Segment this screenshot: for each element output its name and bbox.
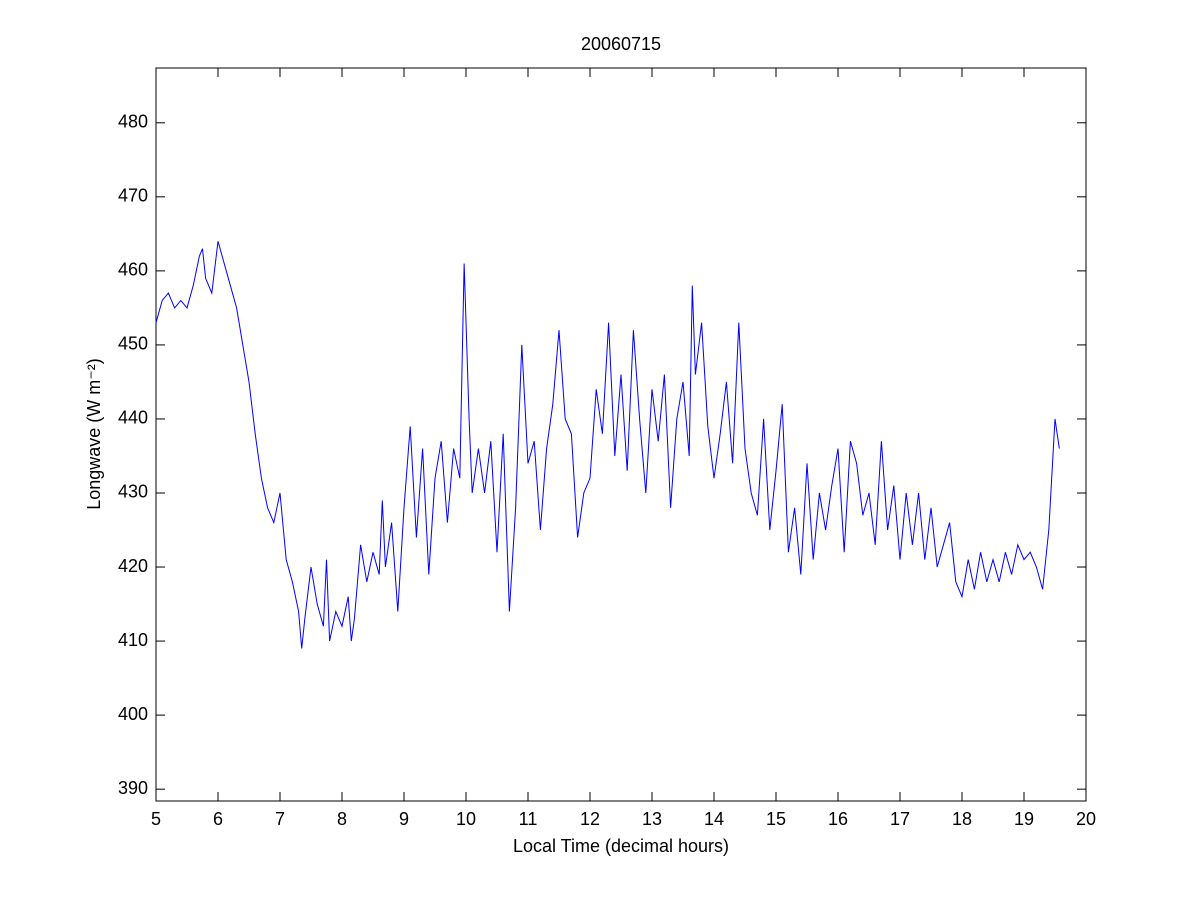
y-tick-label: 430: [118, 482, 148, 502]
y-tick-label: 480: [118, 112, 148, 132]
x-tick-label: 5: [151, 809, 161, 829]
y-axis-label: Longwave (W m⁻²): [84, 358, 104, 510]
y-tick-label: 460: [118, 260, 148, 280]
x-tick-label: 13: [642, 809, 662, 829]
x-tick-label: 9: [399, 809, 409, 829]
y-tick-label: 440: [118, 408, 148, 428]
x-tick-label: 10: [456, 809, 476, 829]
x-tick-label: 19: [1014, 809, 1034, 829]
y-tick-label: 450: [118, 334, 148, 354]
y-tick-label: 390: [118, 778, 148, 798]
x-tick-label: 12: [580, 809, 600, 829]
x-tick-label: 16: [828, 809, 848, 829]
x-tick-label: 18: [952, 809, 972, 829]
y-tick-label: 400: [118, 704, 148, 724]
x-tick-label: 17: [890, 809, 910, 829]
y-tick-label: 410: [118, 630, 148, 650]
chart-title: 20060715: [581, 34, 661, 54]
x-axis-label: Local Time (decimal hours): [513, 836, 729, 856]
x-tick-label: 7: [275, 809, 285, 829]
x-tick-label: 20: [1076, 809, 1096, 829]
x-tick-label: 15: [766, 809, 786, 829]
data-line: [155, 241, 1060, 649]
y-tick-label: 420: [118, 556, 148, 576]
x-tick-label: 14: [704, 809, 724, 829]
x-tick-label: 8: [337, 809, 347, 829]
plot-box: [155, 67, 1087, 802]
x-tick-label: 6: [213, 809, 223, 829]
y-tick-label: 470: [118, 186, 148, 206]
x-tick-label: 11: [519, 809, 538, 829]
